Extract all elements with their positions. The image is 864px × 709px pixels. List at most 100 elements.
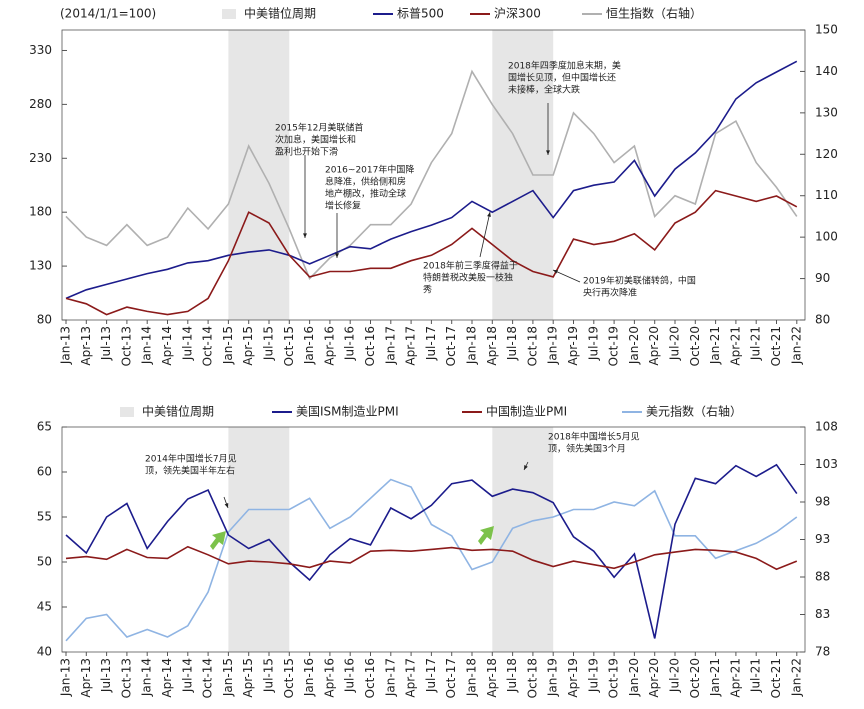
y2-tick-label: 120	[815, 147, 838, 161]
shaded-period	[492, 427, 554, 652]
x-tick-label: Jul-14	[180, 658, 194, 693]
y-tick-label: 180	[29, 205, 52, 219]
x-tick-label: Apr-18	[485, 326, 499, 366]
y2-tick-label: 110	[815, 188, 838, 202]
x-tick-label: Jan-19	[546, 658, 560, 697]
annotation: 2019年初美联储转鸽，中国	[583, 275, 696, 287]
x-tick-label: Oct-19	[607, 658, 621, 698]
y2-tick-label: 100	[815, 230, 838, 244]
x-tick-label: Jul-21	[749, 326, 763, 361]
x-tick-label: Jul-14	[180, 326, 194, 361]
annotation: 次加息，美国增长和	[275, 134, 356, 146]
series-line	[65, 189, 798, 316]
legend-label: 中美错位周期	[142, 404, 214, 419]
x-tick-label: Oct-15	[282, 658, 296, 698]
x-tick-label: Jul-17	[424, 326, 438, 361]
annotation: 2015年12月美联储首	[275, 122, 363, 134]
x-tick-label: Jan-18	[465, 326, 479, 365]
x-tick-label: Oct-18	[525, 326, 539, 366]
y-tick-label: 280	[29, 97, 52, 111]
green-arrow	[478, 526, 494, 545]
x-tick-label: Oct-17	[444, 326, 458, 366]
y-tick-label: 80	[37, 313, 52, 327]
y2-tick-label: 90	[815, 271, 830, 285]
series-line	[65, 60, 798, 300]
legend-label: 美元指数（右轴）	[646, 404, 742, 419]
x-tick-label: Apr-14	[160, 326, 174, 366]
x-tick-label: Apr-19	[566, 326, 580, 366]
x-tick-label: Jan-22	[789, 658, 803, 697]
x-tick-label: Apr-13	[79, 658, 93, 698]
x-tick-label: Jan-17	[383, 326, 397, 365]
x-tick-label: Apr-17	[404, 326, 418, 366]
x-tick-label: Apr-13	[79, 326, 93, 366]
annotation: 未接棒，全球大跌	[508, 84, 580, 96]
green-arrow	[210, 531, 226, 550]
annotation: 2018年四季度加息末期，美	[508, 60, 621, 72]
arrow-head	[487, 212, 491, 217]
axis-note: (2014/1/1=100)	[60, 7, 156, 21]
annotation: 顶，领先美国半年左右	[145, 465, 235, 477]
x-tick-label: Jul-20	[668, 326, 682, 361]
annotation: 2016~2017年中国降	[325, 164, 414, 176]
y-tick-label: 60	[37, 465, 52, 479]
x-tick-label: Jul-18	[505, 326, 519, 361]
series-line	[65, 69, 798, 281]
x-tick-label: Jan-14	[140, 326, 154, 365]
x-tick-label: Apr-18	[485, 658, 499, 698]
x-tick-label: Oct-20	[688, 326, 702, 366]
arrow-head	[303, 233, 307, 238]
y-tick-label: 65	[37, 420, 52, 434]
annotation: 国增长见顶，但中国增长还	[508, 72, 616, 84]
arrow-head	[553, 270, 558, 274]
x-tick-label: Oct-19	[607, 326, 621, 366]
x-tick-label: Oct-21	[769, 658, 783, 698]
x-tick-label: Jan-21	[708, 658, 722, 697]
x-tick-label: Apr-20	[647, 326, 661, 366]
x-tick-label: Jan-20	[627, 658, 641, 697]
x-tick-label: Jul-15	[262, 326, 276, 361]
legend-label: 沪深300	[494, 7, 541, 21]
x-tick-label: Oct-20	[688, 658, 702, 698]
x-tick-label: Jul-21	[749, 658, 763, 693]
plot-frame	[61, 29, 806, 321]
x-tick-label: Oct-14	[201, 658, 215, 698]
x-tick-label: Oct-17	[444, 658, 458, 698]
x-tick-label: Oct-15	[282, 326, 296, 366]
x-tick-label: Jul-19	[586, 326, 600, 361]
annotation: 央行再次降准	[583, 287, 637, 299]
series-line	[65, 478, 798, 642]
y-tick-label: 55	[37, 510, 52, 524]
x-tick-label: Apr-19	[566, 658, 580, 698]
y2-tick-label: 108	[815, 420, 838, 434]
x-tick-label: Jan-15	[221, 658, 235, 697]
legend-label: 标普500	[397, 7, 444, 21]
legend-label: 中国制造业PMI	[486, 404, 567, 419]
annotation: 2014年中国增长7月见	[145, 453, 237, 465]
x-tick-label: Apr-15	[241, 326, 255, 366]
y-tick-label: 50	[37, 555, 52, 569]
x-tick-label: Jan-20	[627, 326, 641, 365]
x-tick-label: Jul-19	[586, 658, 600, 693]
x-tick-label: Oct-13	[119, 658, 133, 698]
x-tick-label: Jul-13	[99, 658, 113, 693]
annotation: 顶，领先美国3个月	[548, 443, 626, 455]
x-tick-label: Jul-17	[424, 658, 438, 693]
arrow-head	[335, 253, 339, 258]
x-tick-label: Jul-13	[99, 326, 113, 361]
legend-label: 美国ISM制造业PMI	[296, 405, 399, 419]
x-tick-label: Jan-16	[302, 326, 316, 365]
legend-swatch	[222, 9, 236, 19]
y2-tick-label: 80	[815, 313, 830, 327]
x-tick-label: Jan-14	[140, 658, 154, 697]
x-tick-label: Oct-16	[363, 326, 377, 366]
x-tick-label: Jul-16	[343, 326, 357, 361]
annotation: 特朗普税改美股一枝独	[423, 272, 513, 284]
x-tick-label: Apr-21	[728, 658, 742, 698]
legend-label: 中美错位周期	[244, 6, 316, 21]
x-tick-label: Jan-22	[789, 326, 803, 365]
x-tick-label: Apr-16	[322, 326, 336, 366]
y2-tick-label: 93	[815, 532, 830, 546]
x-tick-label: Apr-21	[728, 326, 742, 366]
x-tick-label: Oct-16	[363, 658, 377, 698]
